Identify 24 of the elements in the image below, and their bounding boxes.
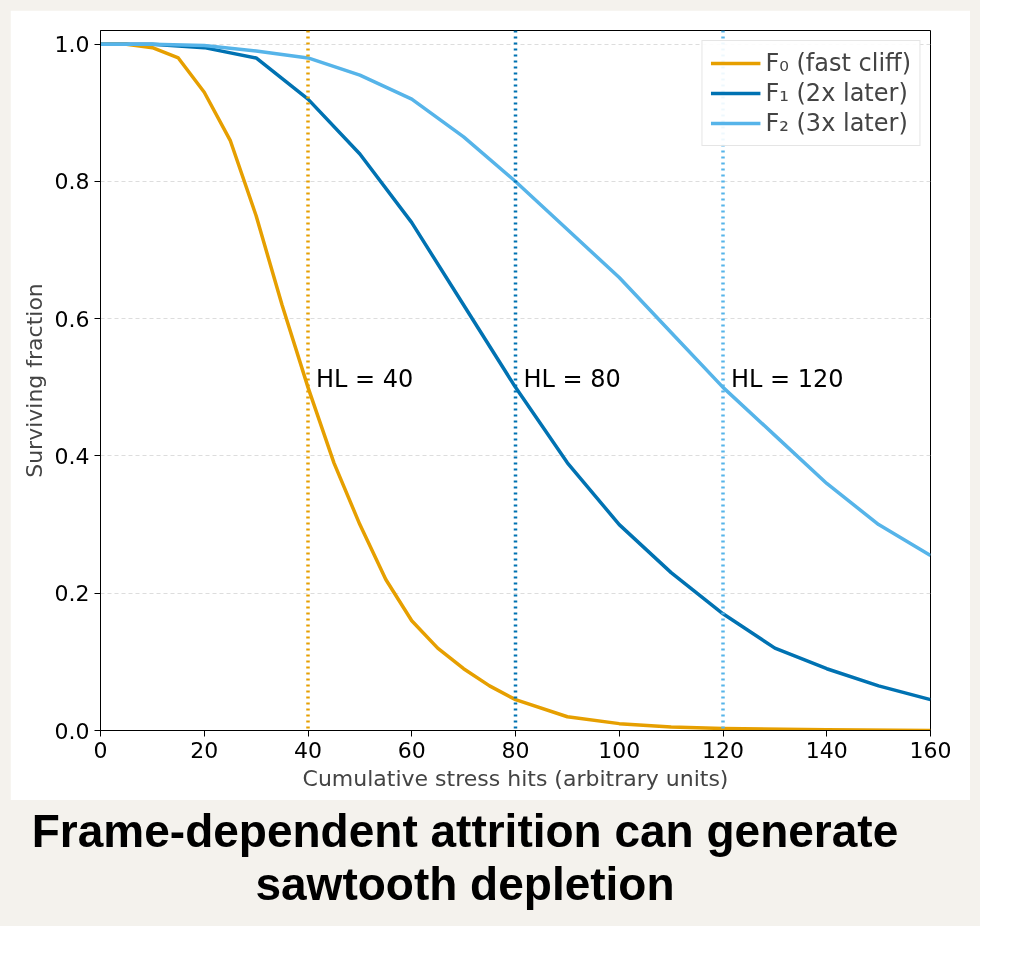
x-tick-label: 0 (93, 737, 108, 763)
x-tick-label: 60 (397, 737, 426, 763)
y-tick-label: 0.4 (54, 443, 90, 469)
x-tick-label: 100 (598, 737, 641, 763)
legend-label: F₂ (3x later) (765, 109, 908, 137)
ref-line-label: HL = 80 (523, 365, 621, 394)
y-tick-label: 0.8 (54, 169, 90, 195)
x-tick-label: 20 (190, 737, 219, 763)
x-tick-label: 120 (702, 737, 744, 763)
x-tick-label: 140 (805, 737, 848, 763)
y-tick-label: 0.6 (54, 306, 90, 332)
legend-label: F₀ (fast cliff) (765, 49, 911, 77)
ref-line-label: HL = 120 (731, 365, 844, 394)
legend-label: F₁ (2x later) (765, 79, 908, 107)
y-tick-label: 0.0 (54, 718, 90, 744)
x-tick-label: 160 (909, 737, 952, 763)
y-tick-label: 0.2 (54, 581, 90, 607)
x-tick-label: 80 (501, 737, 530, 763)
x-tick-label: 40 (294, 737, 322, 763)
x-axis-title: Cumulative stress hits (arbitrary units) (302, 765, 729, 791)
ref-line-label: HL = 40 (316, 365, 414, 394)
text: Frame-dependent attrition can generate sawtooth depletion (30, 805, 900, 911)
y-tick-label: 1.0 (54, 32, 90, 58)
y-axis-title: Surviving fraction (21, 283, 47, 478)
